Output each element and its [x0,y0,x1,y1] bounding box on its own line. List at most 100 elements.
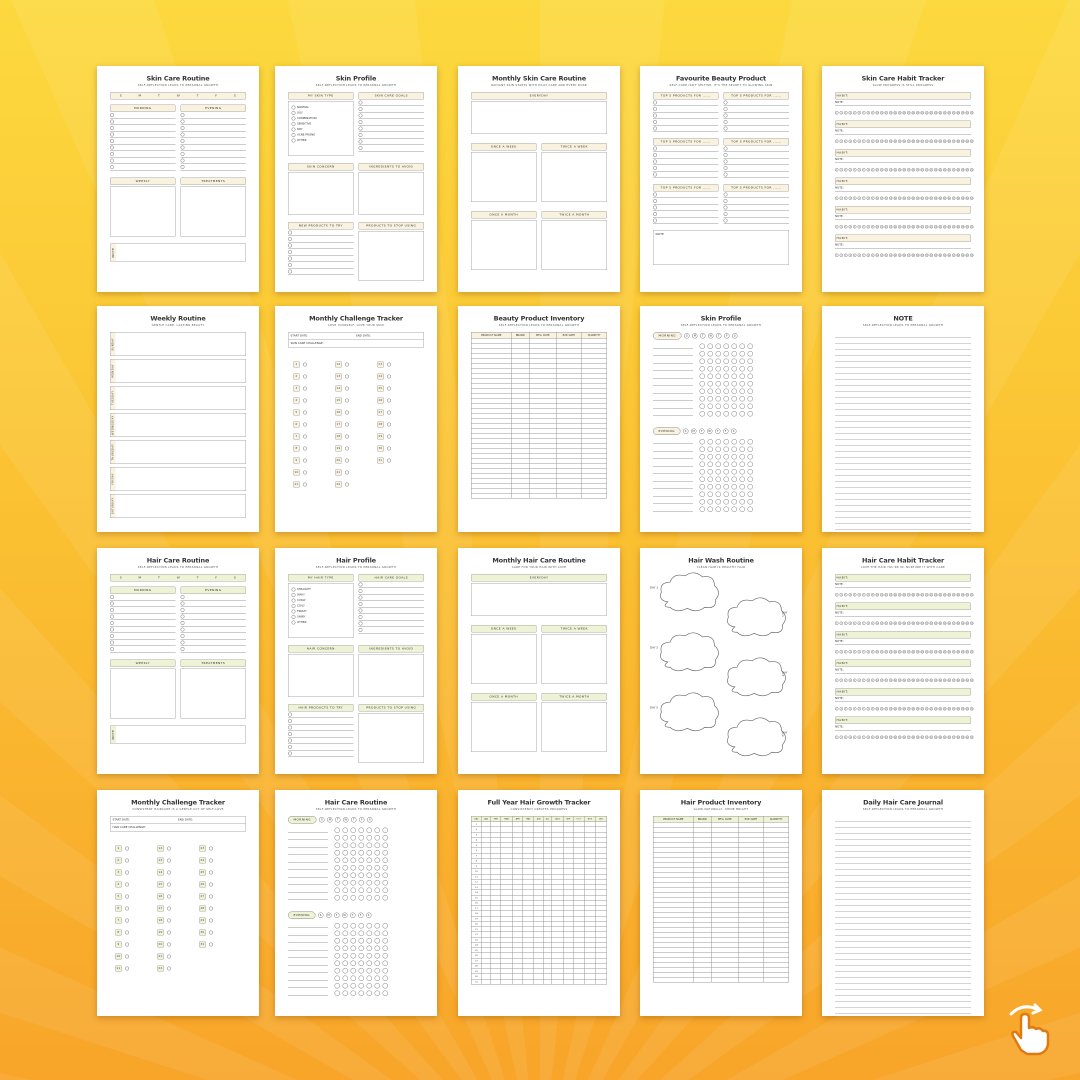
journal-line[interactable] [835,374,971,380]
day-circle[interactable]: 16 [902,196,906,200]
day-circle[interactable]: 15 [898,225,902,229]
check-circle[interactable] [731,461,737,467]
day-circle[interactable]: 6 [857,678,861,682]
journal-line[interactable] [835,1014,971,1016]
day-circle[interactable]: 26 [947,111,951,115]
note-field[interactable]: NOTE: [835,242,971,249]
day-circle[interactable]: 11 [880,707,884,711]
challenge-day[interactable]: 29 [199,915,241,927]
checkbox-icon[interactable] [288,725,292,730]
checkbox-icon[interactable] [291,138,296,143]
routine-line[interactable] [288,939,328,943]
type-option[interactable]: CURLY [291,598,351,604]
day-circle[interactable]: 15 [898,253,902,257]
routine-line[interactable] [653,382,693,386]
routine-line[interactable] [653,462,693,467]
day-circle[interactable]: 9 [871,168,875,172]
checkbox-icon[interactable] [110,119,114,124]
start-date-field[interactable]: START DATE: [112,818,130,822]
habit-field[interactable]: HABIT: [835,716,971,724]
journal-line[interactable] [835,990,971,996]
check-circle[interactable] [374,945,380,951]
day-circle[interactable]: 22 [929,735,933,739]
check-circle[interactable] [707,366,713,372]
check-circle[interactable] [747,491,753,497]
day-circle[interactable]: 6 [857,225,861,229]
table-cell[interactable] [512,978,524,985]
routine-line[interactable] [288,931,328,936]
challenge-day[interactable]: 3 [115,867,157,879]
day-circle[interactable]: 2 [839,678,843,682]
checkbox-icon[interactable] [180,640,185,645]
table-cell[interactable] [563,978,574,985]
check-circle[interactable] [334,827,340,833]
day-circle[interactable]: 24 [938,139,942,143]
checkbox-icon[interactable] [723,113,728,118]
checkbox-icon[interactable] [387,422,391,427]
routine-line[interactable] [653,507,693,512]
checkbox-icon[interactable] [358,621,363,626]
concern-box[interactable] [288,172,354,215]
day-circle[interactable]: 1 [835,196,839,200]
cloud-shape[interactable] [724,594,789,638]
challenge-day[interactable]: 5 [293,407,335,419]
day-circle[interactable]: 12 [884,139,888,143]
note-field[interactable]: NOTE: [835,724,971,731]
check-circle[interactable] [715,351,721,357]
day-circle[interactable]: 9 [871,196,875,200]
routine-line[interactable] [653,485,693,489]
checkbox-icon[interactable] [358,615,363,619]
checkbox-icon[interactable] [387,434,391,439]
challenge-day[interactable]: 6 [115,903,157,915]
day-circle[interactable]: 18 [911,678,915,682]
day-circle[interactable]: 26 [947,650,951,654]
day-circle[interactable]: 13 [889,735,893,739]
checkbox-icon[interactable] [345,398,349,403]
check-circle[interactable] [707,403,713,409]
day-circle[interactable]: 24 [938,111,942,115]
table-cell[interactable] [533,978,544,985]
day-circle[interactable]: 7 [862,225,866,229]
day-circle[interactable]: 10 [875,707,879,711]
challenge-day[interactable]: 10 [115,951,157,963]
check-circle[interactable] [723,446,729,452]
day-circle[interactable]: 11 [880,139,884,143]
day-circle[interactable]: 16 [902,650,906,654]
checkbox-icon[interactable] [110,640,114,645]
journal-line[interactable] [835,362,971,368]
checkbox-icon[interactable] [110,601,114,606]
check-circle[interactable] [342,880,348,886]
day-circle[interactable]: 26 [947,139,951,143]
check-circle[interactable] [747,484,753,490]
day-circle[interactable]: 26 [947,196,951,200]
swipe-hand-icon[interactable] [1003,1000,1055,1056]
weekday-label[interactable]: M [138,576,142,580]
challenge-day[interactable]: 22 [335,479,377,491]
day-circle[interactable]: 15 [898,678,902,682]
check-circle[interactable] [739,439,745,445]
checkbox-icon[interactable] [291,620,296,625]
day-circle[interactable]: 18 [911,650,915,654]
check-circle[interactable] [715,403,721,409]
challenge-day[interactable]: 25 [377,383,419,395]
day-circle[interactable]: 28 [956,139,960,143]
challenge-day[interactable]: 7 [293,431,335,443]
check-circle[interactable] [739,461,745,467]
checkbox-icon[interactable] [653,100,657,105]
day-circle[interactable]: 7 [862,168,866,172]
journal-line[interactable] [835,858,971,864]
day-circle[interactable]: 19 [916,707,920,711]
check-circle[interactable] [747,454,753,460]
check-circle[interactable] [382,930,388,936]
check-circle[interactable] [739,366,745,372]
checkbox-icon[interactable] [180,152,185,156]
checkbox-icon[interactable] [653,159,657,164]
check-circle[interactable] [699,388,705,394]
check-circle[interactable] [715,358,721,364]
day-circle[interactable]: 9 [871,621,875,625]
check-circle[interactable] [374,895,380,901]
checkbox-icon[interactable] [723,159,728,164]
day-circle[interactable]: 10 [875,253,879,257]
checkbox-icon[interactable] [723,205,728,210]
check-circle[interactable] [334,945,340,951]
